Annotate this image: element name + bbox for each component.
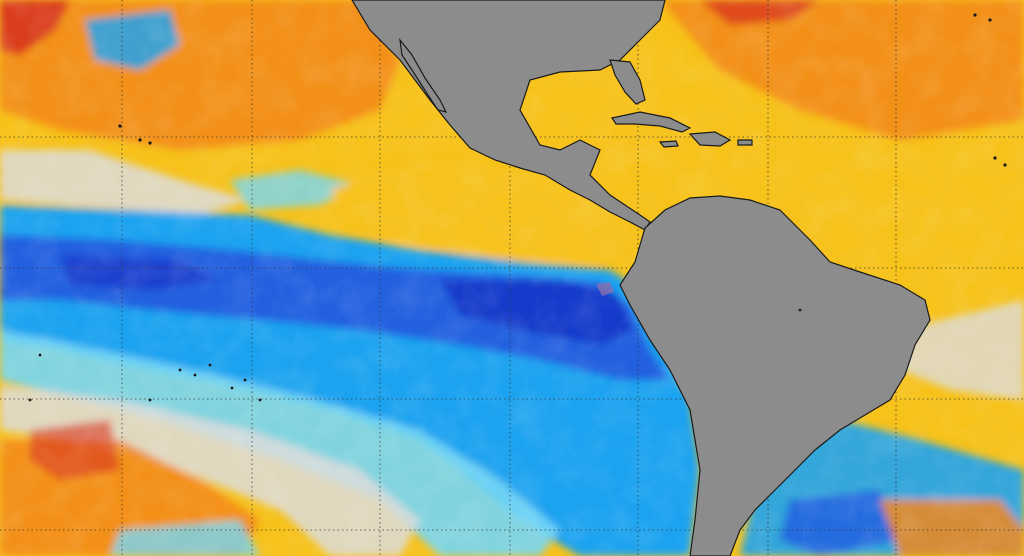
hispaniola-island [688, 131, 732, 147]
north-america-landmass [351, 0, 666, 231]
land-layer [28, 0, 1007, 556]
pacific-island-dots [28, 13, 1007, 402]
florida-peninsula [609, 59, 646, 105]
cuba-island [611, 111, 692, 133]
galapagos-islands [596, 282, 614, 296]
puerto-rico-island [737, 139, 753, 146]
jamaica-island [658, 140, 679, 148]
south-america-landmass [619, 195, 931, 556]
baja-california [399, 37, 448, 113]
